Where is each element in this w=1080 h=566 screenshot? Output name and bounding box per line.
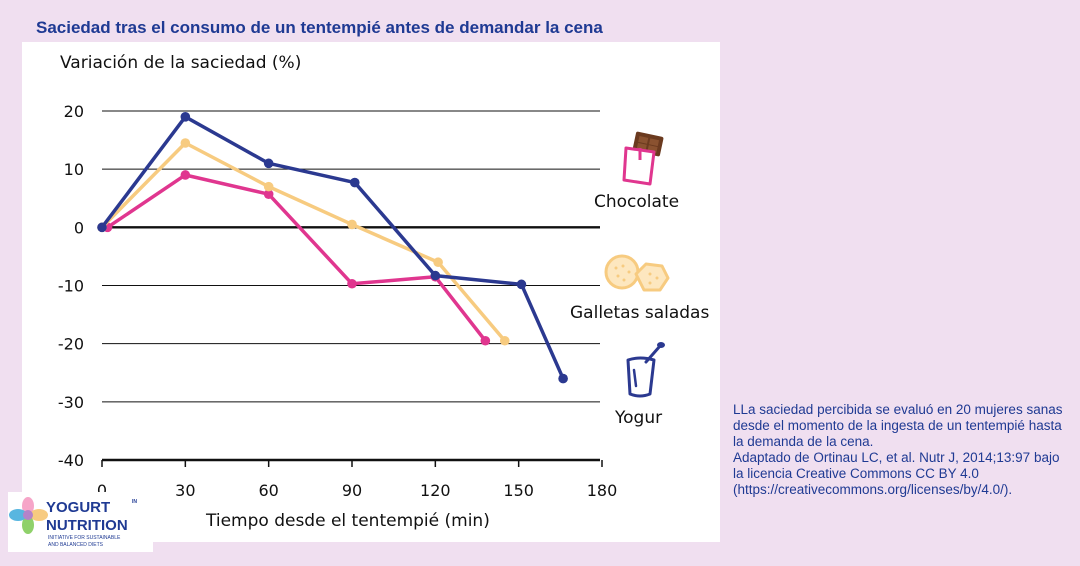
x-axis-label: Tiempo desde el tentempié (min) <box>205 511 490 531</box>
legend-galletas: Galletas saladas <box>570 303 709 323</box>
yogurt-in-nutrition-logo: YOGURT IN NUTRITION INITIATIVE FOR SUSTA… <box>8 492 153 552</box>
data-point-yogur <box>263 158 274 169</box>
chart-panel: Variación de la saciedad (%) 20 10 0 -10 -20… <box>22 42 720 542</box>
y-tick-labels: 20 10 0 -10 -20 -30 -40 <box>58 102 84 470</box>
data-point-yogur <box>349 177 360 188</box>
flower-icon <box>9 497 48 534</box>
data-point-yogur <box>430 270 441 281</box>
logo-yogurt: YOGURT <box>46 499 110 516</box>
x-tick-label: 60 <box>258 481 278 500</box>
crackers-icon <box>604 254 670 292</box>
series-lines <box>97 112 568 384</box>
y-tick-label: -30 <box>58 393 84 412</box>
y-tick-label: 0 <box>74 218 84 237</box>
data-point-galletas <box>180 138 191 148</box>
data-point-yogur <box>516 279 527 290</box>
x-tick-label: 0 <box>97 481 107 500</box>
data-point-chocolate <box>480 335 491 346</box>
y-tick-label: -40 <box>58 451 84 470</box>
data-point-galletas <box>347 219 357 230</box>
y-tick-label: -10 <box>58 277 84 296</box>
data-point-galletas <box>499 335 510 346</box>
x-tick-labels: 0 30 60 90 120 150 180 <box>97 460 617 500</box>
logo-tagline-1: INITIATIVE FOR SUSTAINABLE <box>48 535 121 541</box>
series-line-chocolate <box>105 173 488 343</box>
y-axis-label: Variación de la saciedad (%) <box>60 53 301 73</box>
data-point-yogur <box>558 373 568 384</box>
legend-yogur: Yogur <box>614 408 662 428</box>
logo-nutrition: NUTRITION <box>46 517 128 534</box>
y-tick-label: -20 <box>58 335 84 354</box>
y-tick-label: 10 <box>64 160 84 179</box>
logo-tagline-2: AND BALANCED DIETS <box>48 542 104 548</box>
data-point-galletas <box>433 257 443 268</box>
study-note: LLa saciedad percibida se evaluó en 20 m… <box>733 402 1063 497</box>
yogurt-cup-icon <box>626 342 665 398</box>
data-point-chocolate <box>263 189 274 199</box>
y-tick-label: 20 <box>64 102 84 121</box>
data-point-chocolate <box>180 170 191 180</box>
x-tick-label: 30 <box>175 481 195 500</box>
chocolate-bar-icon <box>622 131 664 186</box>
logo-graphic: YOGURT IN NUTRITION INITIATIVE FOR SUSTA… <box>9 497 137 548</box>
x-tick-label: 180 <box>587 481 618 500</box>
data-point-galletas <box>263 181 274 192</box>
data-point-yogur <box>97 222 107 233</box>
data-point-yogur <box>180 112 191 122</box>
satiety-line-chart: Variación de la saciedad (%) 20 10 0 -10 -20… <box>58 53 710 531</box>
x-tick-label: 150 <box>503 481 534 500</box>
logo-in: IN <box>132 499 137 505</box>
page-title: Saciedad tras el consumo de un tentempié… <box>36 18 603 37</box>
x-tick-label: 120 <box>420 481 451 500</box>
data-point-chocolate <box>347 278 357 289</box>
x-tick-label: 90 <box>342 481 362 500</box>
legend-chocolate: Chocolate <box>594 192 679 212</box>
